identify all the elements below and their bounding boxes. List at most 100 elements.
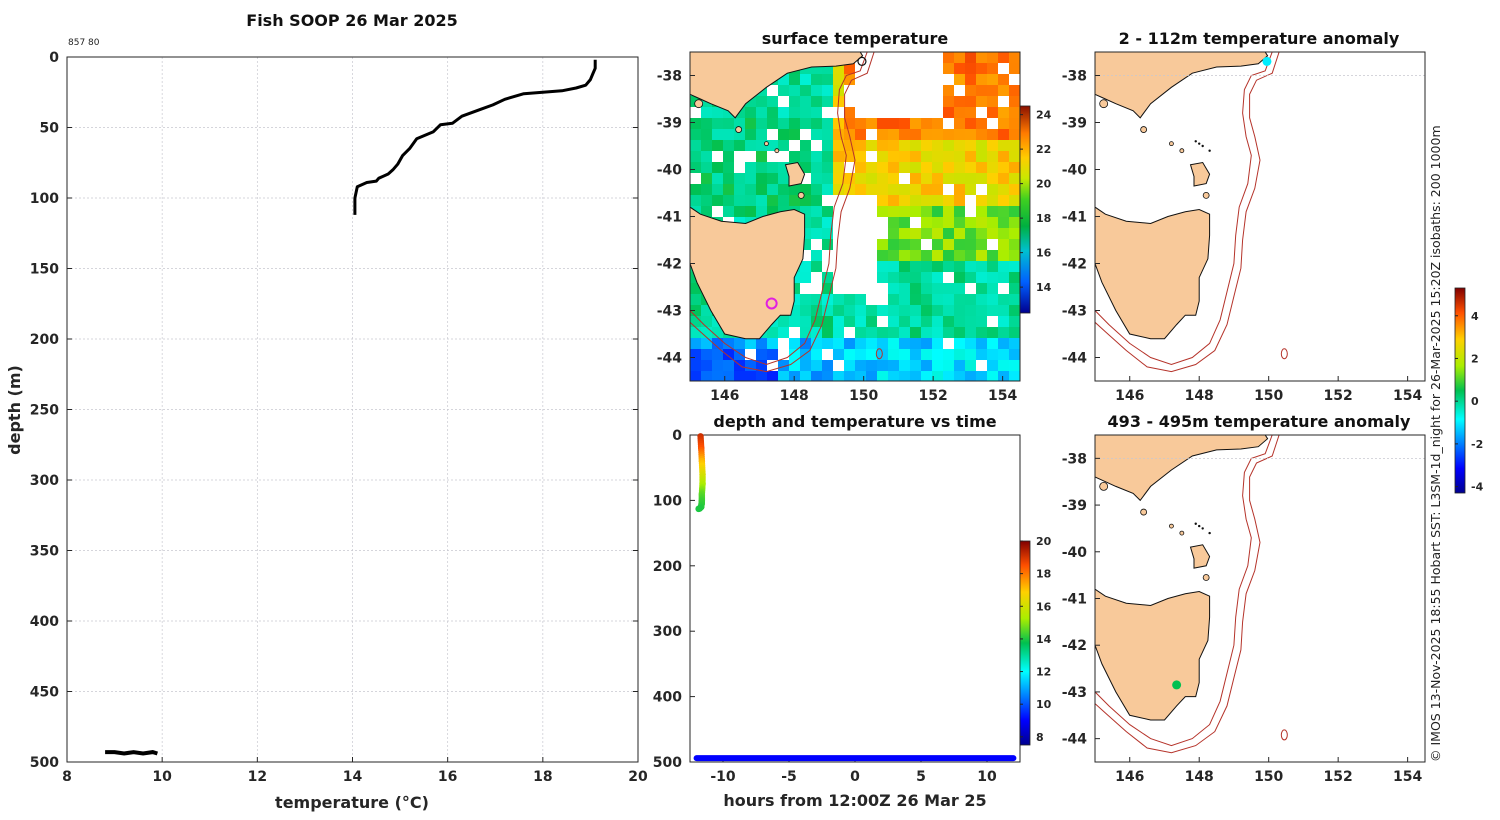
sst-cell	[976, 316, 987, 327]
sst-cell	[877, 360, 888, 371]
sst-cell	[833, 349, 844, 360]
sst-cell	[855, 294, 866, 305]
sst-track-marker	[765, 297, 778, 310]
x-tick-label: 152	[1324, 769, 1353, 785]
sst-cell	[910, 327, 921, 338]
sst-cell	[954, 184, 965, 195]
sst-cell	[701, 305, 712, 316]
sst-cell	[778, 85, 789, 96]
sst-cell	[976, 261, 987, 272]
anom-mainland-coast	[1095, 435, 1269, 502]
sst-cell	[965, 96, 976, 107]
anom-isobath-1000	[1095, 435, 1280, 754]
sst-cell	[987, 338, 998, 349]
sst-cell	[701, 173, 712, 184]
anomaly-deep-plot: 146 148 150 152 154 -38 -39 -40 -41 -42 -43 -44 4 2 0 -…	[1062, 287, 1484, 785]
sst-cell	[965, 129, 976, 140]
x-tick-label: 150	[849, 388, 878, 404]
sst-cell	[954, 63, 965, 74]
sst-cell	[943, 173, 954, 184]
sst-cell	[965, 228, 976, 239]
sst-island	[764, 141, 769, 147]
sst-cell	[822, 272, 833, 283]
colorbar-tick-label: 16	[1036, 600, 1052, 613]
sst-cell	[965, 217, 976, 228]
sst-cell	[910, 316, 921, 327]
sst-cell	[987, 327, 998, 338]
sst-cell	[723, 118, 734, 129]
sst-cell	[998, 217, 1009, 228]
x-tick-label: 0	[850, 769, 860, 785]
sst-cell	[811, 316, 822, 327]
sst-cell	[822, 129, 833, 140]
sst-cell	[954, 261, 965, 272]
sst-cell	[965, 140, 976, 151]
x-tick-label: -5	[781, 769, 797, 785]
sst-field	[690, 52, 1020, 381]
sst-cell	[800, 371, 811, 381]
sst-cell	[976, 151, 987, 162]
sst-cell	[899, 250, 910, 261]
sst-cell	[921, 250, 932, 261]
sst-cell	[789, 184, 800, 195]
sst-cell	[998, 228, 1009, 239]
sst-cell	[954, 173, 965, 184]
sst-cell	[1009, 173, 1020, 184]
sst-cell	[888, 294, 899, 305]
sst-cell	[899, 294, 910, 305]
sst-cell	[844, 338, 855, 349]
sst-cell	[712, 184, 723, 195]
sst-cell	[976, 217, 987, 228]
sst-isobath-200	[690, 52, 868, 366]
sst-cell	[844, 360, 855, 371]
sst-cell	[866, 371, 877, 381]
sst-island	[774, 148, 780, 154]
sst-cell	[756, 140, 767, 151]
sst-cell	[932, 371, 943, 381]
sst-cell	[800, 349, 811, 360]
sst-cell	[800, 162, 811, 173]
sst-cell	[822, 118, 833, 129]
sst-cell	[987, 96, 998, 107]
sst-cell	[965, 360, 976, 371]
sst-cell	[965, 316, 976, 327]
sst-cell	[789, 360, 800, 371]
x-tick-label: 148	[1185, 388, 1214, 404]
sst-cell	[712, 327, 723, 338]
sst-cell	[778, 129, 789, 140]
sst-cell	[767, 206, 778, 217]
sst-cell	[822, 283, 833, 294]
y-tick-label: 250	[30, 403, 59, 419]
x-tick-label: -10	[710, 769, 736, 785]
sst-cell	[987, 74, 998, 85]
sst-cell	[910, 283, 921, 294]
depth-time-colorbar	[1019, 540, 1031, 746]
sst-cell	[899, 272, 910, 283]
sst-cell	[998, 129, 1009, 140]
sst-cell	[888, 261, 899, 272]
sst-cell	[789, 96, 800, 107]
sst-cell	[899, 338, 910, 349]
sst-cell	[756, 349, 767, 360]
sst-cell	[1009, 206, 1020, 217]
sst-cell	[954, 371, 965, 381]
colorbar-tick-label: 0	[1471, 395, 1479, 408]
sst-cell	[976, 327, 987, 338]
sst-cell	[910, 360, 921, 371]
sst-cell	[976, 338, 987, 349]
sst-cell	[822, 85, 833, 96]
sst-cell	[976, 118, 987, 129]
sst-cell	[745, 96, 756, 107]
sst-cell	[811, 338, 822, 349]
sst-cell	[965, 173, 976, 184]
sst-cell	[690, 305, 701, 316]
sst-cell	[976, 96, 987, 107]
sst-cell	[910, 272, 921, 283]
sst-cell	[987, 85, 998, 96]
sst-cell	[811, 206, 822, 217]
sst-cell	[899, 228, 910, 239]
sst-cell	[756, 206, 767, 217]
sst-cell	[899, 162, 910, 173]
sst-cell	[844, 118, 855, 129]
sst-cell	[965, 272, 976, 283]
